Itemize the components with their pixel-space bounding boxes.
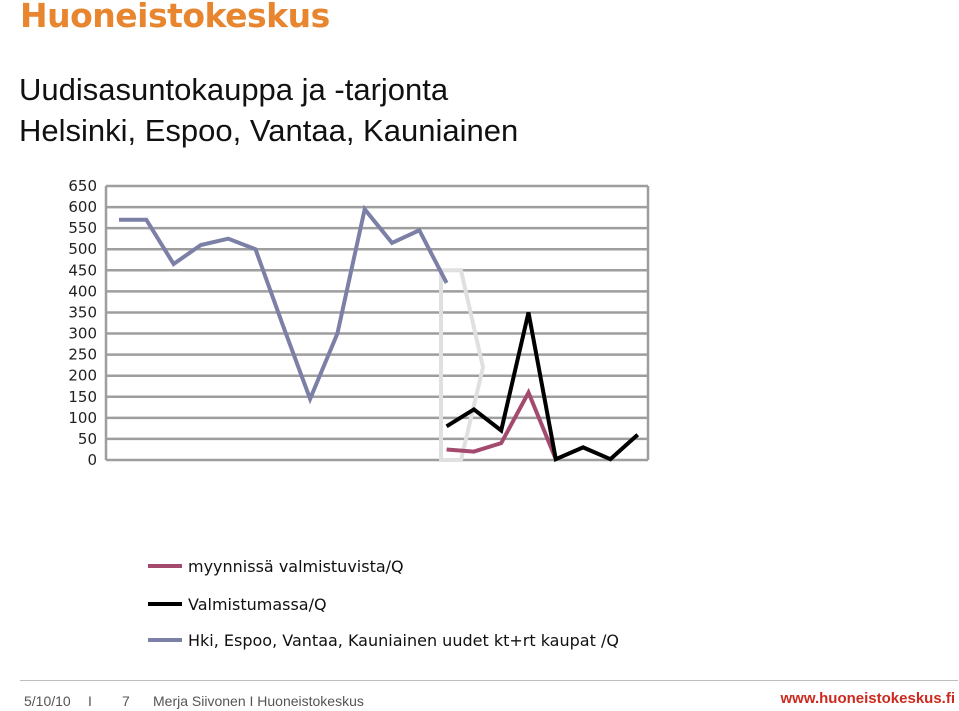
y-tick-label: 300: [68, 325, 97, 343]
y-tick-label: 50: [78, 430, 97, 448]
y-tick-label: 600: [68, 198, 97, 216]
y-tick-label: 650: [68, 177, 97, 195]
y-tick-label: 200: [68, 367, 97, 385]
brand-logo: Huoneistokeskus: [20, 0, 330, 35]
series-line-myynnissa: [446, 387, 558, 460]
y-tick-label: 550: [68, 219, 97, 237]
y-tick-label: 100: [68, 409, 97, 427]
y-tick-label: 150: [68, 388, 97, 406]
series-line-uudet-kaupat: [119, 204, 449, 405]
series-line-valmistumassa: [445, 312, 640, 462]
y-tick-label: 350: [68, 303, 97, 321]
line-chart: 0 50 100 150 200 250 300 350 400 450 500 550 600 650 m…: [68, 177, 959, 660]
footer-separator: I: [88, 693, 92, 709]
legend-label: myynnissä valmistuvista/Q: [188, 557, 404, 576]
y-tick-label: 250: [68, 346, 97, 364]
slide-title-line-1: Uudisasuntokauppa ja -tarjonta: [19, 72, 449, 107]
y-tick-label: 450: [68, 261, 97, 279]
slide-title-line-2: Helsinki, Espoo, Vantaa, Kauniainen: [19, 113, 519, 148]
legend-clip-mask: [650, 620, 959, 660]
y-tick-label: 400: [68, 282, 97, 300]
footer-page-number: 7: [122, 693, 130, 709]
legend-label: Valmistumassa/Q: [188, 595, 327, 614]
footer-author: Merja Siivonen I Huoneistokeskus: [153, 693, 364, 709]
y-tick-label: 0: [87, 451, 97, 469]
bracket-marker: [439, 268, 486, 462]
footer-date: 5/10/10: [24, 693, 71, 709]
footer-website-link[interactable]: www.huoneistokeskus.fi: [780, 690, 955, 707]
footer-divider: [20, 680, 958, 681]
legend-label: Hki, Espoo, Vantaa, Kauniainen uudet kt+…: [188, 631, 619, 650]
y-tick-label: 500: [68, 240, 97, 258]
